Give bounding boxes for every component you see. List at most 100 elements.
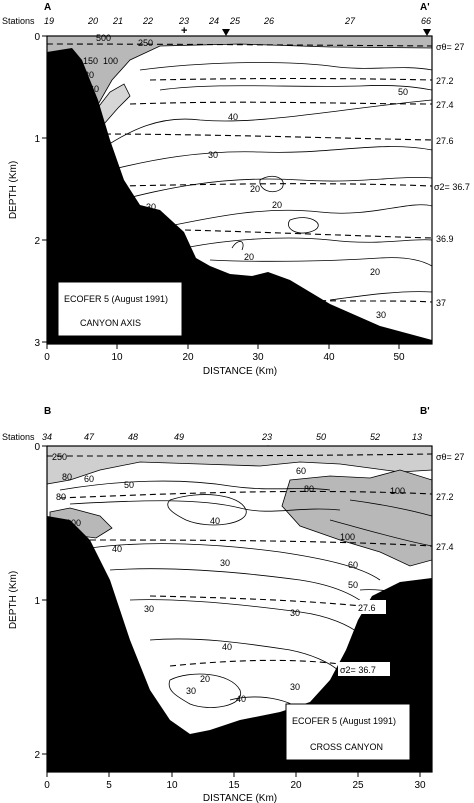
station-label: 48 xyxy=(128,432,138,442)
contour-label: 80 xyxy=(62,472,72,482)
y-tick-label: 2 xyxy=(34,236,40,247)
info-box-title: ECOFER 5 (August 1991) xyxy=(64,294,168,304)
contour-label: 50 xyxy=(314,698,324,708)
density-label: σθ= 27 xyxy=(436,452,464,462)
x-axis-label: DISTANCE (Km) xyxy=(203,793,277,803)
panel-bottom: B B' Stations 34 47 48 49 23 50 52 13 + xyxy=(2,406,464,803)
plot-frame xyxy=(46,35,433,345)
contour-label: 20 xyxy=(244,252,254,262)
contour-lines xyxy=(59,480,433,721)
contour-lines xyxy=(99,62,433,301)
density-labels: σθ= 27 27.2 27.4 27.6 σ2= 36.7 36.9 37 xyxy=(434,42,470,308)
contour-label: 500 xyxy=(96,33,111,43)
contour-label: 40 xyxy=(222,642,232,652)
station-label: 50 xyxy=(316,432,326,442)
density-label: 27.2 xyxy=(436,76,454,86)
density-label: 27.2 xyxy=(436,492,454,502)
contour-label: 20 xyxy=(272,200,282,210)
contour-label: 20 xyxy=(200,674,210,684)
density-isolines xyxy=(46,43,433,303)
info-box xyxy=(285,703,411,761)
y-tick-label: 1 xyxy=(34,596,40,607)
station-label: 19 xyxy=(44,16,54,26)
x-tick-label: 40 xyxy=(323,352,335,363)
density-label: 36.9 xyxy=(436,234,454,244)
contour-label: 40 xyxy=(228,112,238,122)
plus-marker: + xyxy=(181,25,187,37)
contour-label: 50 xyxy=(348,580,358,590)
station-label: 52 xyxy=(370,432,380,442)
station-label: 25 xyxy=(229,16,241,26)
contour-label: 30 xyxy=(146,202,156,212)
triangle-marker-icon xyxy=(222,29,230,36)
triangle-marker-icon xyxy=(423,29,431,36)
y-tick-label: 0 xyxy=(34,442,40,453)
info-box xyxy=(57,281,183,337)
density-label: σ2= 36.7 xyxy=(340,665,376,675)
section-end-label: A' xyxy=(420,2,430,13)
x-tick-label: 20 xyxy=(182,352,194,363)
station-label: 23 xyxy=(178,16,189,26)
contour-label: 30 xyxy=(376,310,386,320)
contour-label: 60 xyxy=(296,466,306,476)
info-box-subtitle: CANYON AXIS xyxy=(80,318,141,328)
contour-label: 80 xyxy=(304,484,314,494)
y-tick-label: 1 xyxy=(34,134,40,145)
contour-label: 250 xyxy=(138,38,153,48)
station-label: 66 xyxy=(421,16,431,26)
x-tick-label: 30 xyxy=(252,352,264,363)
x-tick-label: 0 xyxy=(44,352,50,363)
y-tick-label: 3 xyxy=(34,338,40,349)
station-label: 49 xyxy=(174,432,184,442)
station-label: 13 xyxy=(412,432,422,442)
x-axis: 0 10 20 30 40 50 xyxy=(44,344,405,363)
bathymetry xyxy=(47,48,432,344)
contour-label: 100 xyxy=(340,532,355,542)
x-tick-label: 10 xyxy=(111,352,123,363)
section-start-label: B xyxy=(44,406,51,417)
panel-top: A A' Stations 19 20 21 22 23 24 25 26 27… xyxy=(2,2,470,377)
y-tick-label: 0 xyxy=(34,32,40,43)
station-label: 23 xyxy=(261,432,272,442)
x-tick-label: 0 xyxy=(44,780,50,791)
y-axis: 0 1 2 3 xyxy=(34,32,47,349)
x-tick-label: 20 xyxy=(290,780,302,791)
x-tick-label: 25 xyxy=(352,780,364,791)
station-labels: 34 47 48 49 23 50 52 13 xyxy=(42,432,422,442)
density-labels: σθ= 27 27.2 27.4 xyxy=(436,452,464,552)
station-label: 24 xyxy=(208,16,219,26)
station-label: 20 xyxy=(87,16,98,26)
x-tick-label: 10 xyxy=(166,780,178,791)
density-label: 37 xyxy=(436,298,446,308)
contour-label: 50 xyxy=(398,87,408,97)
plot-frame xyxy=(46,445,433,773)
contour-label: 100 xyxy=(390,486,405,496)
contour-label: 30 xyxy=(144,604,154,614)
section-start-label: A xyxy=(44,2,51,13)
x-tick-label: 30 xyxy=(414,780,426,791)
contour-label: 150 xyxy=(83,56,98,66)
x-tick-label: 5 xyxy=(106,780,112,791)
contour-label: 30 xyxy=(186,686,196,696)
station-label: 47 xyxy=(84,432,95,442)
x-axis: 0 5 10 15 20 25 30 xyxy=(44,772,426,791)
x-tick-label: 50 xyxy=(393,352,405,363)
contour-value-labels: 250 80 60 50 80 100 40 60 80 100 40 30 1… xyxy=(52,452,405,720)
x-tick-label: 15 xyxy=(228,780,240,791)
contour-label: 20 xyxy=(370,267,380,277)
contour-label: 100 xyxy=(66,518,81,528)
y-tick-label: 2 xyxy=(34,750,40,761)
contour-label: 80 xyxy=(84,70,94,80)
info-box-subtitle: CROSS CANYON xyxy=(310,742,383,752)
density-label: σ2= 36.7 xyxy=(434,182,470,192)
y-axis-label: DEPTH (Km) xyxy=(8,571,19,629)
density-label-box xyxy=(338,662,390,676)
contour-label: 250 xyxy=(52,452,67,462)
station-labels: 19 20 21 22 23 24 25 26 27 66 xyxy=(44,16,431,26)
density-label-box xyxy=(356,600,386,614)
y-axis: 0 1 2 xyxy=(34,442,47,761)
info-box-title: ECOFER 5 (August 1991) xyxy=(292,716,396,726)
contour-label: 30 xyxy=(290,682,300,692)
contour-value-labels: 500 250 150 100 80 60 50 50 40 30 20 20 … xyxy=(81,33,408,320)
